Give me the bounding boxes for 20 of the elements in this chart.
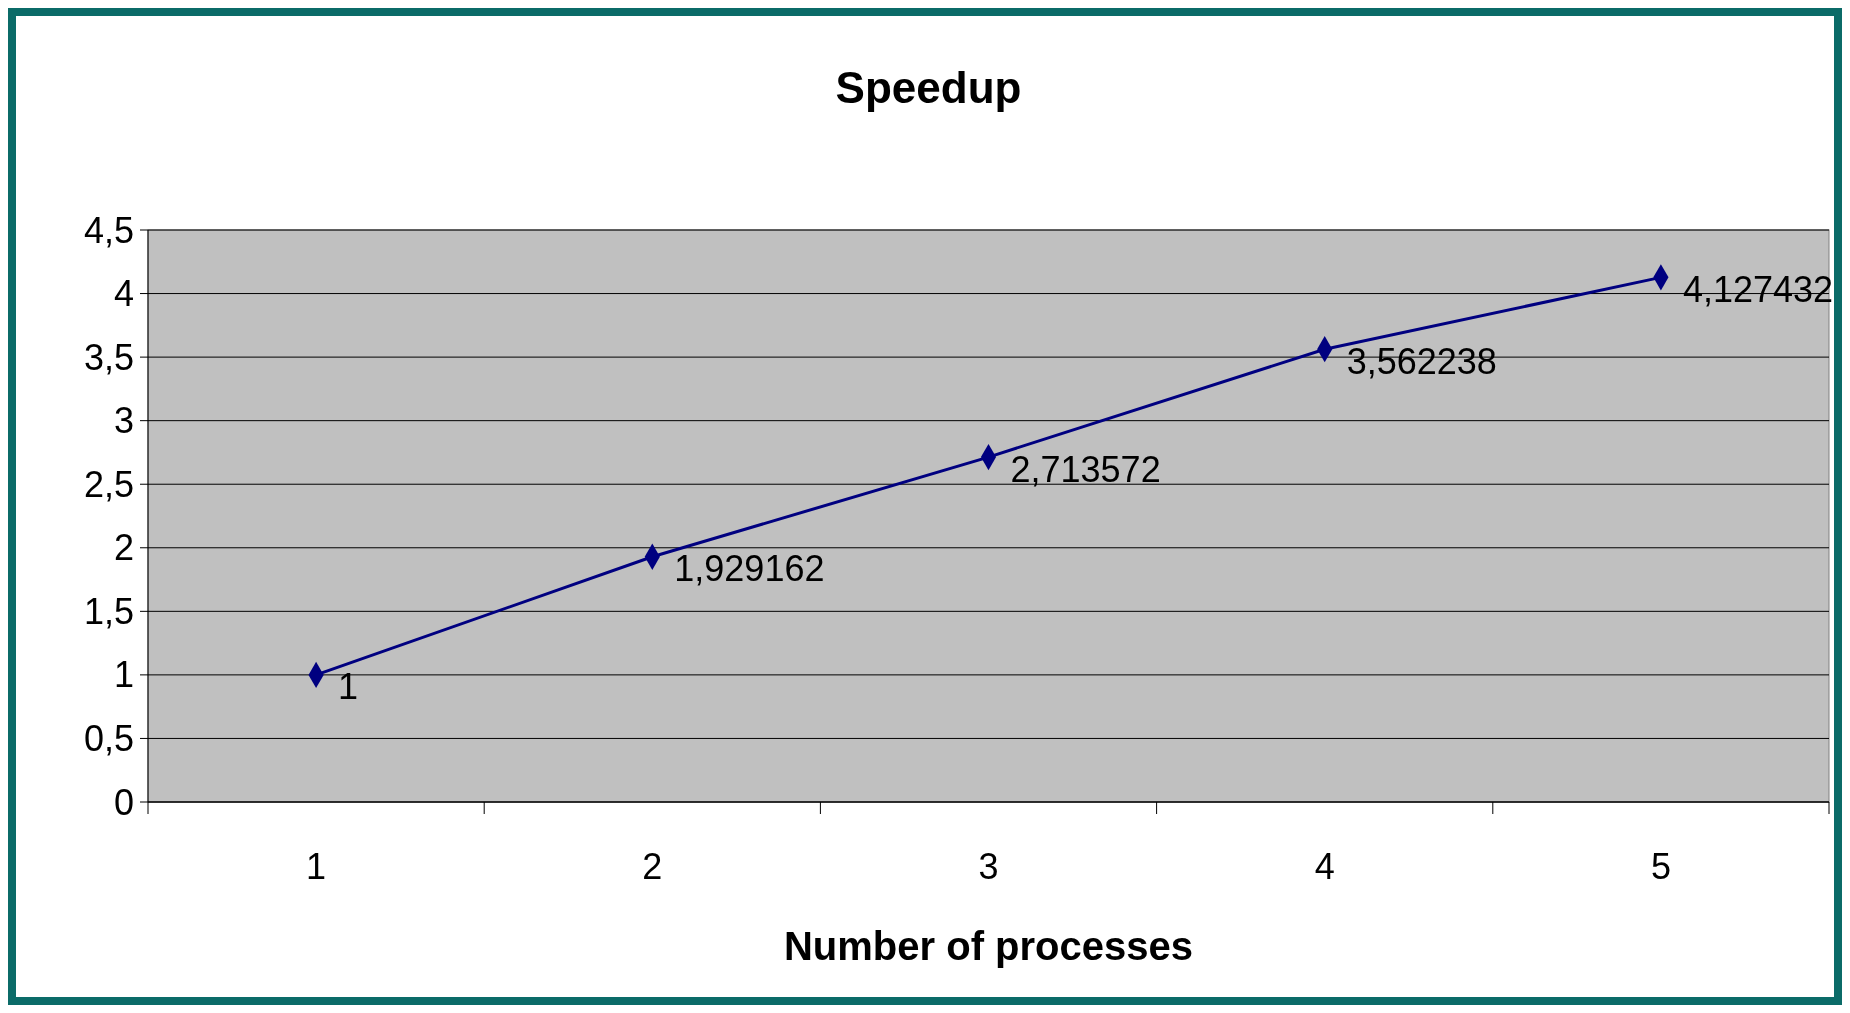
y-tick-label: 3,5 bbox=[83, 336, 134, 378]
x-tick-label: 4 bbox=[1314, 845, 1335, 887]
y-tick-label: 4,5 bbox=[83, 209, 134, 251]
x-tick-label: 3 bbox=[978, 845, 999, 887]
x-tick-label: 5 bbox=[1650, 845, 1671, 887]
y-tick-label: 2,5 bbox=[83, 463, 134, 505]
data-label: 2,713572 bbox=[1010, 448, 1161, 490]
x-axis-title: Number of processes bbox=[783, 924, 1194, 968]
x-tick-label: 1 bbox=[306, 845, 327, 887]
data-label: 1 bbox=[338, 666, 359, 708]
chart-title: Speedup bbox=[835, 63, 1022, 113]
y-tick-label: 0 bbox=[113, 781, 134, 823]
y-tick-label: 1 bbox=[113, 654, 134, 696]
y-tick-label: 2 bbox=[113, 527, 134, 569]
y-tick-label: 1,5 bbox=[83, 590, 134, 632]
y-tick-label: 3 bbox=[113, 400, 134, 442]
x-tick-label: 2 bbox=[642, 845, 663, 887]
data-label: 1,929162 bbox=[674, 548, 825, 590]
y-tick-label: 0,5 bbox=[83, 718, 134, 760]
y-tick-label: 4 bbox=[113, 273, 134, 315]
